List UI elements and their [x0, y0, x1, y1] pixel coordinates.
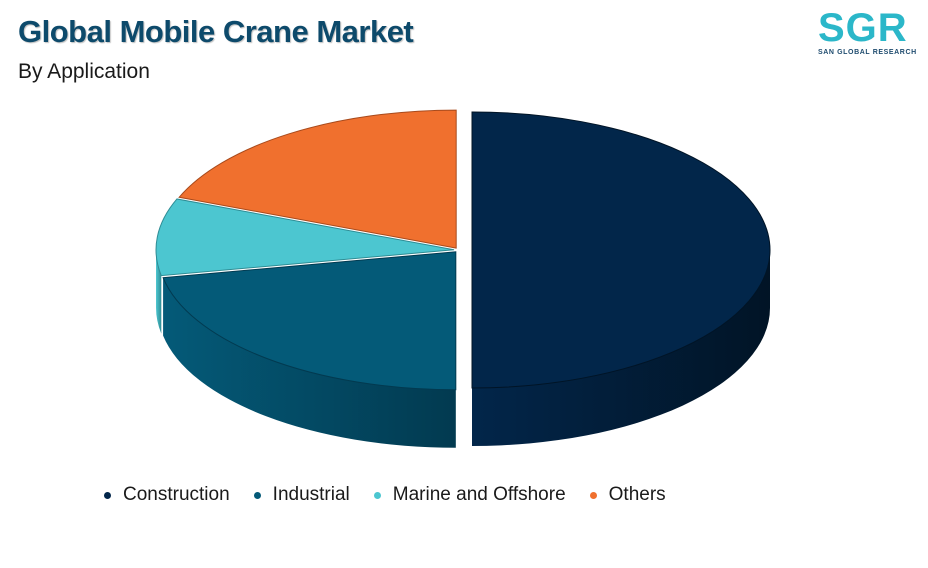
chart-legend: Construction Industrial Marine and Offshor…: [104, 484, 666, 506]
legend-item-marine-and-offshore: Marine and Offshore: [373, 484, 566, 506]
legend-label: Industrial: [272, 484, 350, 505]
legend-dot-icon: [373, 491, 381, 499]
pie-side-industrial: [163, 277, 456, 448]
pie-side-construction: [472, 250, 770, 446]
legend-label: Construction: [123, 484, 230, 505]
sgr-logo: SGR SAN GLOBAL RESEARCH: [818, 8, 918, 58]
pie-slice-others: [178, 109, 457, 249]
chart-subtitle: By Application: [18, 60, 150, 83]
legend-dot-icon: [104, 491, 111, 499]
legend-dot-icon: [253, 491, 261, 499]
legend-item-others: Others: [589, 484, 666, 506]
legend-item-industrial: Industrial: [253, 484, 350, 506]
legend-item-construction: Construction: [104, 484, 230, 506]
pie-side-marine-and-offshore: [156, 249, 162, 334]
logo-letters: SGR: [818, 6, 908, 50]
legend-label: Marine and Offshore: [392, 484, 566, 505]
pie-slice-marine-and-offshore: [155, 198, 455, 277]
legend-label: Others: [608, 484, 666, 505]
pie-slice-industrial: [162, 251, 457, 391]
chart-title: Global Mobile Crane Market: [18, 14, 414, 49]
legend-dot-icon: [589, 491, 597, 499]
logo-tagline: SAN GLOBAL RESEARCH: [818, 49, 917, 56]
pie-slice-construction: [471, 111, 771, 389]
